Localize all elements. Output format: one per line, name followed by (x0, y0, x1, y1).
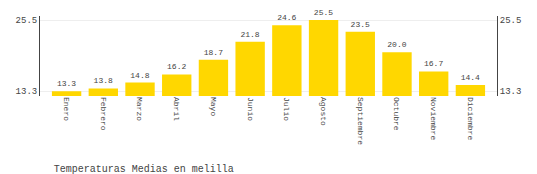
svg-text:24.6: 24.6 (277, 13, 296, 22)
svg-text:25.5: 25.5 (500, 16, 522, 26)
svg-text:25.5: 25.5 (16, 16, 38, 26)
svg-text:20.0: 20.0 (387, 40, 406, 49)
svg-text:13.3: 13.3 (16, 87, 38, 97)
svg-text:Mayo: Mayo (209, 97, 218, 116)
svg-text:Noviembre: Noviembre (429, 97, 438, 140)
svg-text:Abril: Abril (172, 97, 181, 121)
svg-text:Temperaturas Medias en melilla: Temperaturas Medias en melilla (54, 164, 234, 174)
svg-text:Febrero: Febrero (99, 97, 108, 131)
svg-text:13.3: 13.3 (57, 79, 76, 88)
svg-text:Septiembre: Septiembre (356, 97, 365, 145)
svg-text:25.5: 25.5 (314, 8, 333, 17)
svg-text:Enero: Enero (62, 97, 71, 121)
svg-text:13.8: 13.8 (94, 76, 113, 85)
svg-text:Junio: Junio (246, 97, 255, 121)
svg-text:21.8: 21.8 (240, 30, 259, 39)
svg-text:16.7: 16.7 (424, 59, 443, 68)
svg-text:14.4: 14.4 (461, 73, 480, 82)
svg-text:23.5: 23.5 (351, 20, 370, 29)
svg-text:16.2: 16.2 (167, 62, 186, 71)
svg-text:Octubre: Octubre (392, 97, 401, 131)
svg-text:Marzo: Marzo (135, 97, 144, 121)
svg-text:14.8: 14.8 (130, 71, 149, 80)
svg-text:18.7: 18.7 (204, 48, 223, 57)
svg-text:Diciembre: Diciembre (466, 97, 475, 140)
svg-text:13.3: 13.3 (500, 87, 522, 97)
svg-text:Agosto: Agosto (319, 97, 328, 126)
svg-text:Julio: Julio (282, 97, 291, 121)
